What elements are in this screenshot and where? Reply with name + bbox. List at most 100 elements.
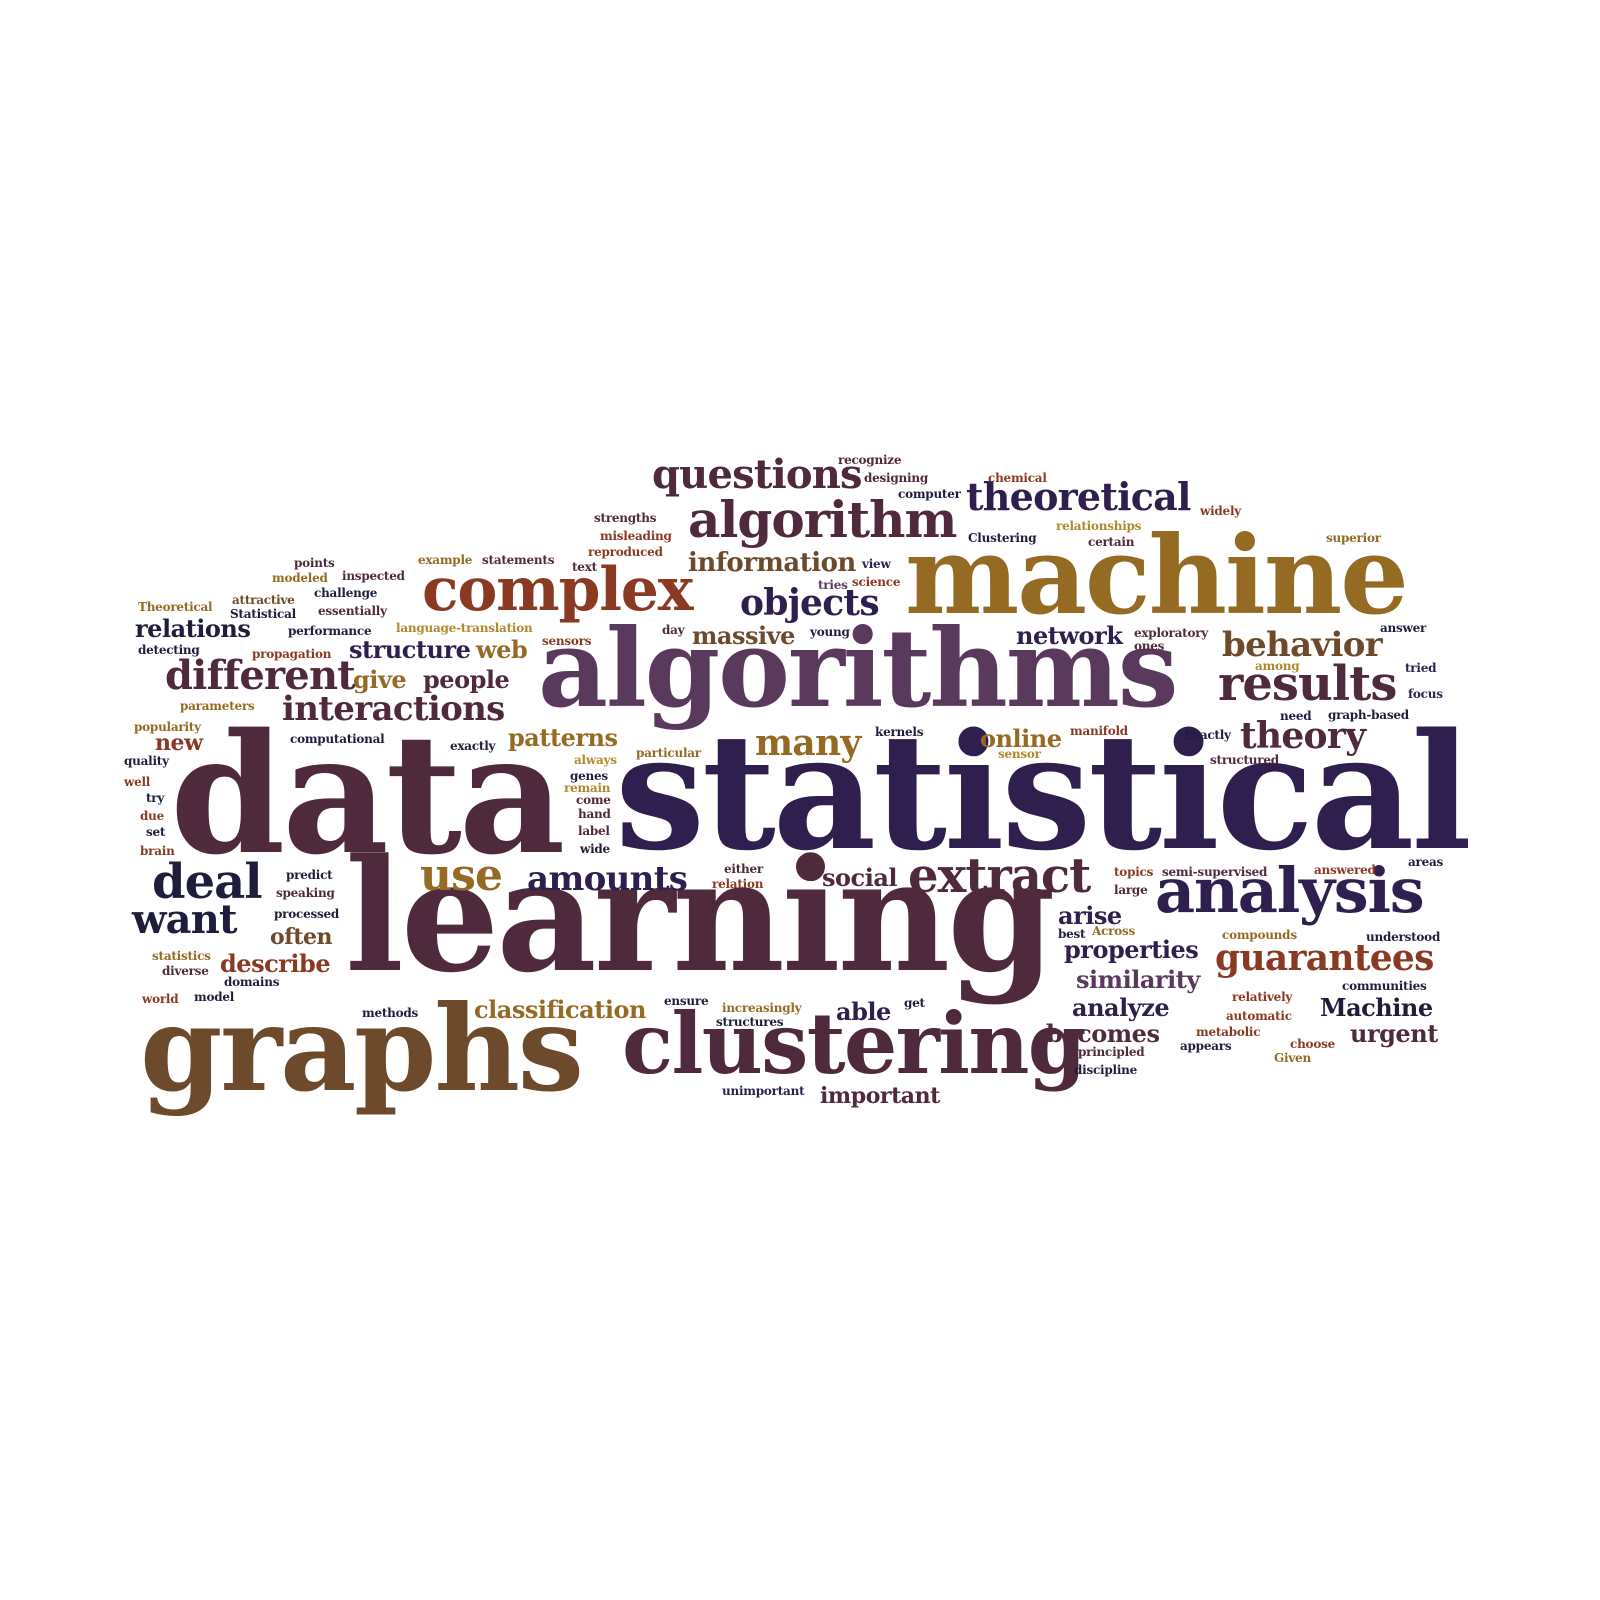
- word-deal: deal: [152, 854, 263, 910]
- word-semi-supervised: semi-supervised: [1162, 865, 1268, 879]
- word-certain: certain: [1088, 535, 1135, 549]
- word-social: social: [822, 863, 898, 892]
- word-network: network: [1016, 621, 1123, 650]
- word-often: often: [270, 924, 333, 950]
- word-large: large: [1114, 883, 1148, 897]
- word-properties: properties: [1064, 935, 1199, 964]
- word-manifold: manifold: [1070, 724, 1128, 738]
- word-detecting: detecting: [138, 643, 200, 657]
- word-reproduced: reproduced: [588, 545, 663, 559]
- word-appears: appears: [1180, 1039, 1232, 1053]
- word-questions: questions: [652, 451, 863, 498]
- word-use: use: [420, 850, 503, 901]
- word-new: new: [155, 730, 203, 756]
- word-massive: massive: [692, 621, 795, 650]
- word-analyze: analyze: [1072, 993, 1170, 1022]
- word-Theoretical: Theoretical: [138, 600, 213, 614]
- word-label: label: [578, 824, 610, 838]
- word-communities: communities: [1342, 979, 1427, 993]
- word-discipline: discipline: [1074, 1063, 1138, 1077]
- word-modeled: modeled: [272, 571, 328, 585]
- word-relatively: relatively: [1232, 990, 1293, 1004]
- word-misleading: misleading: [600, 529, 672, 543]
- word-ensure: ensure: [664, 994, 709, 1008]
- word-urgent: urgent: [1350, 1019, 1438, 1048]
- word-challenge: challenge: [314, 586, 378, 600]
- word-patterns: patterns: [508, 723, 618, 752]
- word-world: world: [142, 992, 179, 1006]
- word-chemical: chemical: [988, 471, 1047, 485]
- word-people: people: [423, 665, 510, 694]
- word-need: need: [1280, 709, 1312, 723]
- word-model: model: [194, 990, 235, 1004]
- word-widely: widely: [1200, 504, 1242, 518]
- word-guarantees: guarantees: [1215, 937, 1434, 979]
- word-language-translation: language-translation: [396, 621, 533, 635]
- word-propagation: propagation: [252, 647, 332, 661]
- word-exploratory: exploratory: [1134, 626, 1209, 640]
- word-similarity: similarity: [1076, 965, 1200, 994]
- word-areas: areas: [1408, 855, 1444, 869]
- word-ones: ones: [1134, 639, 1165, 653]
- word-inspected: inspected: [342, 569, 405, 583]
- word-sensors: sensors: [542, 634, 592, 648]
- word-computational: computational: [290, 732, 385, 746]
- word-theory: theory: [1240, 715, 1366, 757]
- word-analysis: analysis: [1155, 854, 1425, 927]
- word-quality: quality: [124, 754, 169, 768]
- word-behavior: behavior: [1222, 625, 1383, 665]
- word-tried: tried: [1405, 661, 1437, 675]
- word-brain: brain: [140, 844, 175, 858]
- word-either: either: [724, 862, 763, 876]
- word-get: get: [904, 996, 925, 1010]
- word-Given: Given: [1274, 1051, 1311, 1065]
- word-machine: machine: [905, 513, 1409, 639]
- word-give: give: [353, 665, 407, 694]
- word-classification: classification: [474, 995, 646, 1024]
- word-web: web: [476, 635, 528, 664]
- word-amounts: amounts: [527, 859, 688, 899]
- word-topics: topics: [1114, 865, 1154, 879]
- word-relationships: relationships: [1056, 519, 1142, 533]
- word-science: science: [852, 575, 901, 589]
- word-points: points: [294, 556, 335, 570]
- word-young: young: [810, 625, 850, 639]
- word-information: information: [688, 548, 856, 578]
- word-want: want: [132, 896, 238, 943]
- word-speaking: speaking: [276, 886, 335, 900]
- word-able: able: [836, 997, 891, 1026]
- word-particular: particular: [636, 746, 701, 760]
- word-superior: superior: [1326, 531, 1381, 545]
- word-important: important: [820, 1083, 940, 1109]
- word-text: text: [572, 560, 597, 574]
- word-set: set: [146, 825, 166, 839]
- word-compounds: compounds: [1222, 928, 1297, 942]
- word-well: well: [124, 775, 151, 789]
- word-interactions: interactions: [282, 689, 505, 729]
- word-focus: focus: [1408, 687, 1443, 701]
- word-predict: predict: [286, 868, 333, 882]
- word-hand: hand: [578, 807, 611, 821]
- word-always: always: [574, 753, 617, 767]
- word-sensor: sensor: [998, 747, 1041, 761]
- word-metabolic: metabolic: [1196, 1025, 1261, 1039]
- word-arise: arise: [1058, 901, 1122, 930]
- word-clustering: clustering: [622, 994, 1087, 1093]
- word-choose: choose: [1290, 1037, 1335, 1051]
- word-attractive: attractive: [232, 593, 295, 607]
- word-designing: designing: [864, 471, 928, 485]
- word-answer: answer: [1380, 621, 1427, 635]
- word-methods: methods: [362, 1006, 419, 1020]
- word-results: results: [1218, 656, 1397, 712]
- word-algorithm: algorithm: [688, 490, 957, 549]
- word-relations: relations: [135, 614, 251, 643]
- word-wide: wide: [580, 842, 610, 856]
- word-Across: Across: [1092, 924, 1136, 938]
- word-exactly: exactly: [450, 739, 496, 753]
- word-statements: statements: [482, 553, 555, 567]
- word-Statistical: Statistical: [230, 607, 296, 621]
- word-computer: computer: [898, 487, 961, 501]
- word-Machine: Machine: [1320, 993, 1433, 1022]
- word-theoretical: theoretical: [966, 474, 1191, 519]
